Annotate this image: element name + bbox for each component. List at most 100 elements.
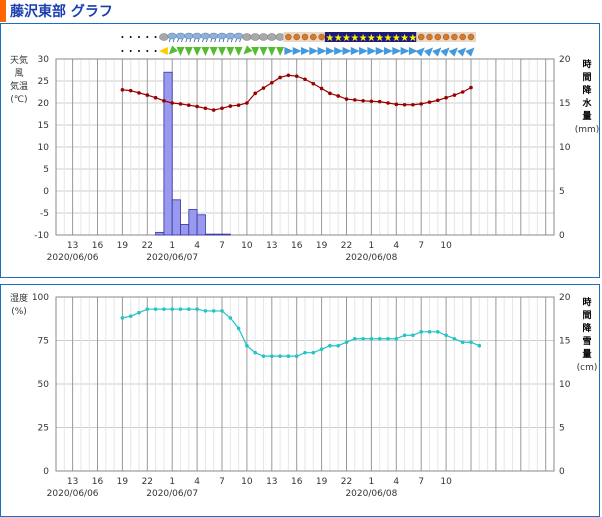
temperature-point (261, 86, 266, 90)
sun-icon (291, 32, 302, 42)
cloudy-icon-shape (267, 33, 277, 41)
wind-arrow-shape (334, 47, 344, 55)
temperature-point (178, 102, 183, 106)
temperature-point (319, 86, 324, 91)
chart2-ytick-label: 75 (38, 337, 49, 347)
clear-night-icon: ★ (341, 32, 352, 44)
humidity-point (261, 354, 266, 358)
chart1-xtick-label: 22 (142, 241, 153, 251)
chart1-ytick-label: -10 (34, 231, 49, 241)
chart2-date-label: 2020/06/07 (146, 489, 198, 499)
wind-arrow-shape (342, 47, 352, 55)
chart1-xtick-label: 16 (92, 241, 104, 251)
wind-arrow-shape (384, 47, 393, 55)
wind-arrow-shape (176, 47, 185, 56)
sun-icon (457, 32, 468, 42)
wind-arrow-shape (325, 47, 335, 55)
wind-arrow-shape (359, 47, 369, 55)
calm-wind-dot (121, 50, 124, 52)
temperature-point (278, 75, 282, 80)
rain-icon (167, 32, 177, 43)
chart1-ytick-label: 30 (38, 55, 50, 65)
chart2-ytick-label: 0 (43, 467, 49, 477)
temperature-point (211, 108, 216, 112)
clear-night-icon: ★ (407, 32, 418, 44)
cloudy-icon (267, 33, 277, 41)
temperature-point (369, 99, 374, 104)
cloudy-icon (250, 33, 260, 41)
wind-arrow-icon (218, 47, 226, 56)
temperature-point (411, 102, 415, 107)
humidity-point (270, 354, 274, 358)
chart2-xtick-label: 7 (418, 477, 424, 487)
wind-arrow-shape (184, 47, 193, 56)
rain-icon-cloud (208, 32, 219, 40)
humidity-point (469, 340, 473, 345)
wind-arrow-shape (226, 47, 235, 56)
wind-arrow-icon (392, 47, 402, 55)
humidity-point (328, 343, 332, 348)
wind-arrow-shape (350, 47, 360, 55)
wind-arrow-icon (309, 47, 319, 55)
cloudy-icon-shape (258, 33, 269, 41)
precipitation-bar (196, 214, 206, 236)
temperature-point (444, 95, 448, 100)
sun-icon-disc (293, 33, 300, 41)
humidity-point (477, 343, 482, 348)
clear-night-icon-star: ★ (384, 33, 393, 44)
humidity-point (319, 347, 324, 351)
chart1-xtick-label: 19 (117, 241, 129, 251)
wind-arrow-shape (415, 47, 425, 57)
clear-night-icon-star: ★ (325, 33, 334, 44)
rain-icon-cloud (175, 32, 186, 40)
wind-arrow-shape (440, 47, 450, 57)
wind-arrow-icon (367, 47, 377, 55)
humidity-point (203, 309, 208, 313)
chart1-xtick-label: 13 (67, 241, 78, 251)
temperature-point (460, 90, 465, 94)
wind-arrow-icon (168, 45, 178, 55)
precipitation-bar (180, 224, 190, 236)
chart2-right-axis-label: 雪 (582, 335, 591, 347)
clear-night-icon: ★ (366, 32, 377, 44)
wind-arrow-icon (432, 47, 442, 57)
temperature-point (286, 73, 291, 78)
chart1-left-axis-label: 風 (14, 68, 23, 79)
temperature-point (187, 103, 191, 107)
cloudy-icon-shape (275, 33, 285, 41)
wind-arrow-shape (392, 47, 402, 55)
temperature-point (469, 85, 473, 90)
temperature-point (353, 98, 357, 102)
chart1-y2tick-label: 0 (559, 231, 565, 241)
clear-night-icon-bg (324, 32, 335, 42)
clear-night-icon-bg (374, 32, 385, 42)
temperature-point (203, 106, 208, 111)
humidity-point (236, 326, 241, 331)
sun-icon (308, 32, 319, 42)
precipitation-bar (188, 209, 198, 236)
wind-arrow-icon (415, 47, 425, 57)
chart1-xtick-label: 10 (241, 241, 253, 251)
humidity-point (228, 316, 233, 320)
humidity-point (170, 307, 174, 311)
wind-arrow-icon (384, 47, 393, 55)
precipitation-bar (155, 231, 165, 236)
chart1-right-axis-label: 量 (582, 110, 591, 122)
rain-icon-cloud (233, 32, 244, 40)
chart1-xtick-label: 10 (440, 241, 452, 251)
rain-icon-drop (189, 38, 192, 43)
chart2-xtick-label: 19 (117, 477, 129, 487)
page-title: 藤沢東部 グラフ (10, 4, 113, 20)
chart2-right-axis-label: 降 (582, 322, 592, 334)
wind-arrow-icon (325, 47, 335, 55)
chart2-xtick-label: 4 (393, 477, 399, 487)
chart2-left-axis-label: 湿度 (10, 292, 28, 304)
humidity-point (137, 310, 141, 315)
wind-arrow-icon (400, 47, 410, 55)
wind-arrow-icon (209, 47, 218, 56)
rain-icon-drop (168, 38, 171, 43)
humidity-point (311, 350, 316, 355)
humidity-point (460, 340, 465, 345)
clear-night-icon-bg (358, 32, 369, 42)
wind-arrow-icon (267, 47, 276, 56)
